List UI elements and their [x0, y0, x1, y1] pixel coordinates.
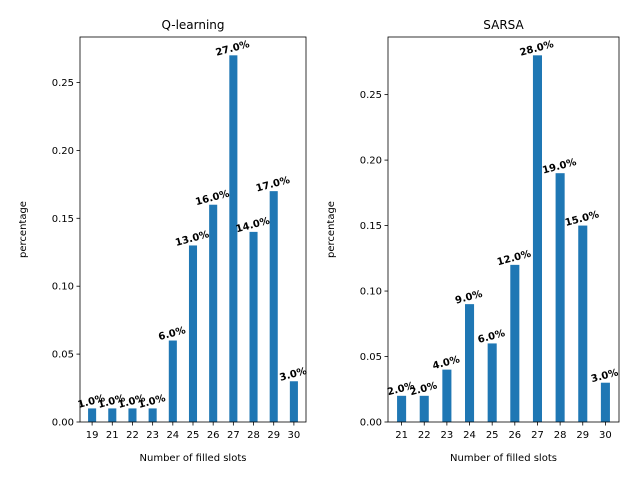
y-tick-label: 0.05	[360, 352, 382, 363]
x-tick-label: 23	[146, 430, 159, 441]
chart-title: Q-learning	[161, 18, 224, 32]
bar	[555, 173, 565, 422]
x-tick-label: 28	[247, 430, 260, 441]
x-tick-label: 22	[418, 430, 431, 441]
y-tick-label: 0.00	[52, 418, 74, 429]
x-tick-label: 30	[288, 430, 301, 441]
y-tick-label: 0.20	[360, 156, 382, 167]
y-axis-label: percentage	[326, 201, 337, 258]
x-tick-label: 27	[531, 430, 544, 441]
chart-title: SARSA	[483, 18, 524, 32]
bar	[289, 381, 298, 422]
x-tick-label: 29	[267, 430, 280, 441]
x-tick-label: 24	[463, 430, 476, 441]
bar	[487, 343, 497, 422]
bar	[128, 408, 137, 422]
bar	[229, 55, 238, 422]
x-tick-label: 26	[207, 430, 220, 441]
bar	[465, 304, 475, 422]
bar	[419, 395, 429, 422]
bar	[88, 408, 97, 422]
x-tick-label: 24	[166, 430, 179, 441]
bar	[510, 264, 520, 422]
y-tick-label: 0.25	[52, 78, 74, 89]
x-tick-label: 30	[599, 430, 612, 441]
bar	[600, 382, 610, 422]
bar	[578, 225, 588, 422]
bar	[148, 408, 157, 422]
y-tick-label: 0.10	[52, 282, 74, 293]
y-tick-label: 0.05	[52, 350, 74, 361]
x-axis-label: Number of filled slots	[450, 453, 557, 464]
x-tick-label: 27	[227, 430, 240, 441]
y-tick-label: 0.15	[52, 214, 74, 225]
x-tick-label: 21	[395, 430, 408, 441]
x-tick-label: 22	[126, 430, 139, 441]
x-tick-label: 29	[576, 430, 589, 441]
y-tick-label: 0.10	[360, 287, 382, 298]
bar	[397, 395, 407, 422]
x-tick-label: 28	[554, 430, 567, 441]
x-tick-label: 26	[508, 430, 521, 441]
bar	[188, 245, 198, 422]
y-tick-label: 0.00	[360, 418, 382, 429]
x-tick-label: 25	[486, 430, 499, 441]
x-axis-label: Number of filled slots	[140, 453, 247, 464]
bar	[532, 55, 542, 422]
x-tick-label: 23	[441, 430, 454, 441]
y-tick-label: 0.15	[360, 221, 382, 232]
bar	[168, 340, 177, 422]
y-axis-label: percentage	[18, 201, 29, 258]
bar	[108, 408, 117, 422]
y-tick-label: 0.25	[360, 90, 382, 101]
bar	[269, 191, 278, 422]
bar	[249, 231, 258, 422]
y-tick-label: 0.20	[52, 146, 74, 157]
x-tick-label: 19	[86, 430, 99, 441]
x-tick-label: 21	[106, 430, 119, 441]
x-tick-label: 25	[187, 430, 200, 441]
bar	[442, 369, 452, 422]
bar	[209, 204, 218, 422]
axes-frame	[387, 36, 620, 423]
